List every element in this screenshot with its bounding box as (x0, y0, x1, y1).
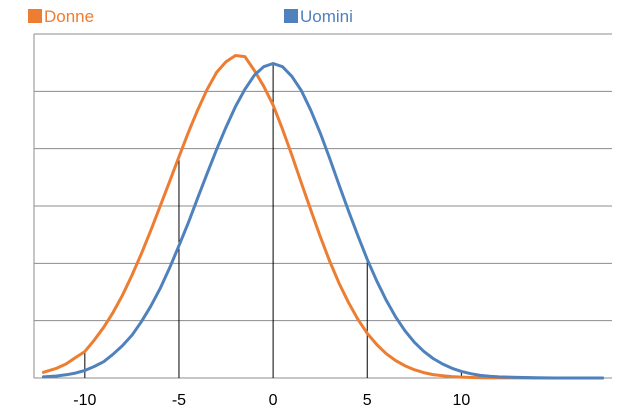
x-tick-label: 5 (363, 392, 372, 409)
legend-swatch-uomini (284, 9, 298, 23)
x-tick-label: -10 (73, 392, 96, 409)
x-tick-label: -5 (172, 392, 186, 409)
x-tick-label: 0 (269, 392, 278, 409)
legend-label-donne: Donne (44, 7, 94, 26)
gridlines (34, 33, 612, 322)
series-line-donne (41, 54, 605, 380)
vertical-markers (84, 63, 462, 378)
legend-label-uomini: Uomini (300, 7, 353, 26)
series-line-uomini (41, 62, 605, 380)
x-tick-labels: -10 -5 0 5 10 (73, 392, 470, 409)
series-lines (41, 54, 605, 380)
legend-swatch-donne (28, 9, 42, 23)
x-tick-label: 10 (452, 392, 470, 409)
legend: Donne Uomini (28, 7, 353, 26)
